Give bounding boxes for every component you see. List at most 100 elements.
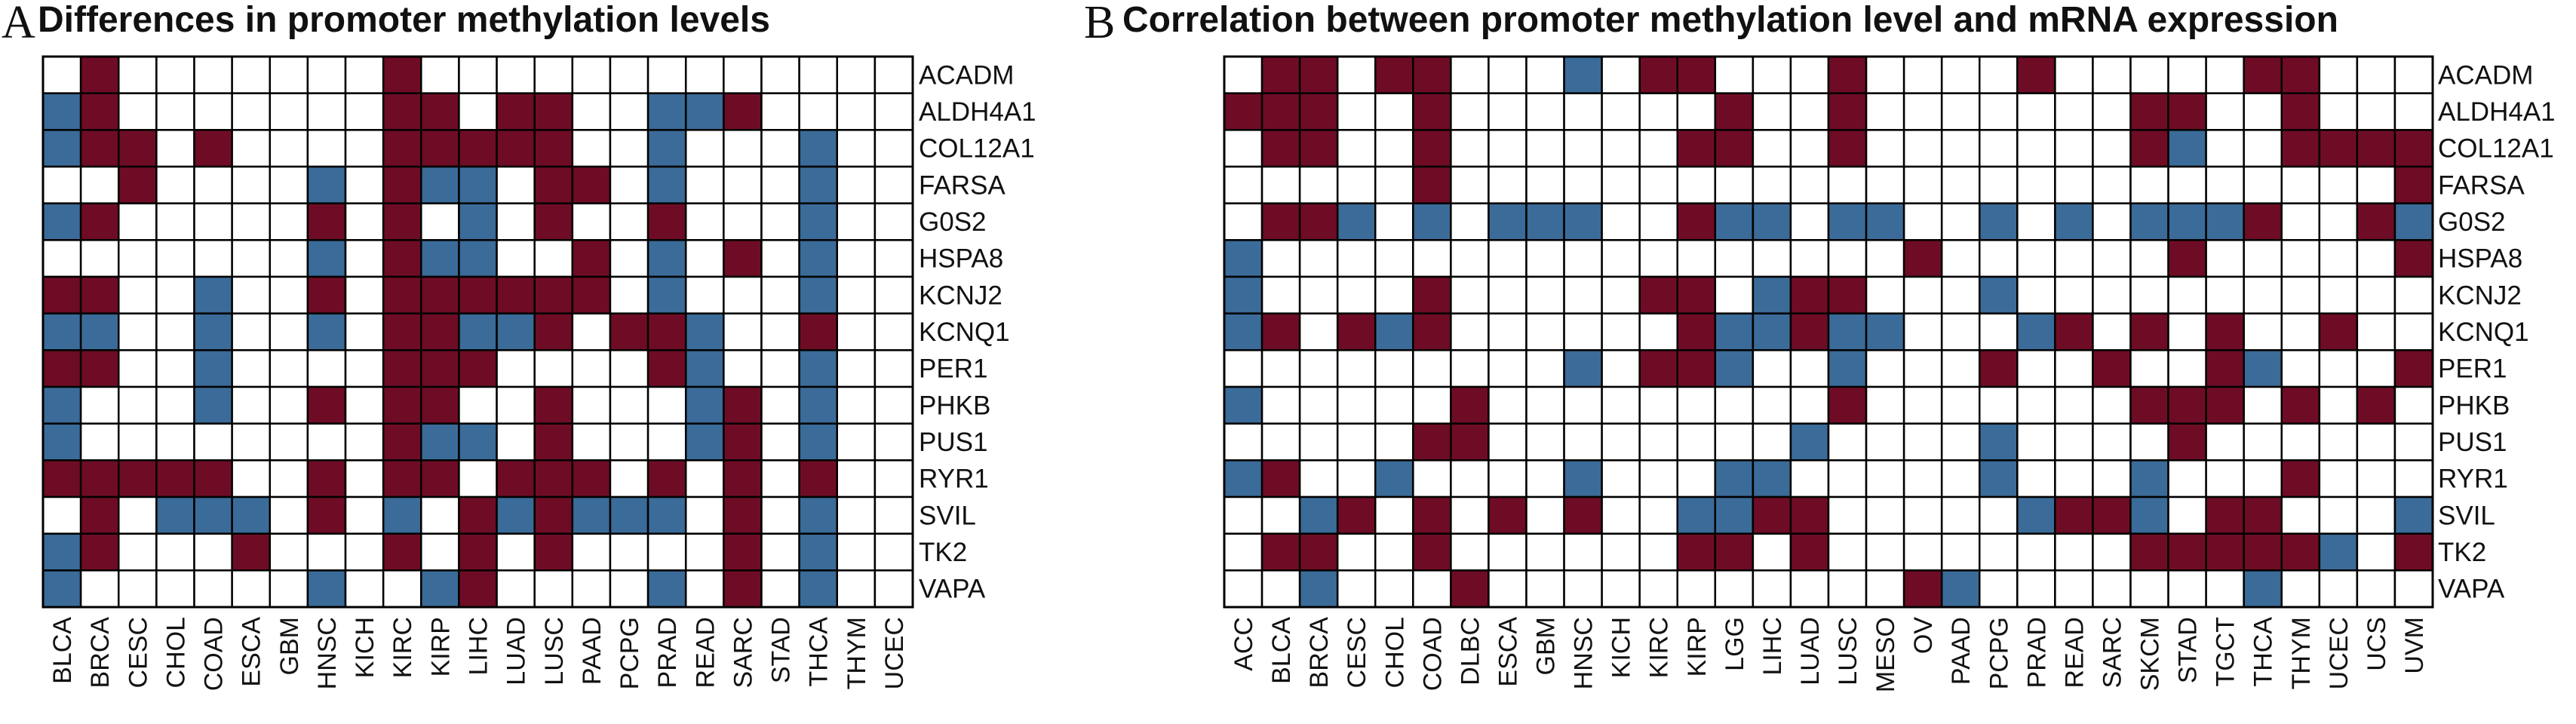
panel-b-cell-FARSA-ESCA bbox=[1488, 165, 1527, 204]
panel-a-row-label-VAPA: VAPA bbox=[919, 575, 986, 604]
panel-b-cell-KCNJ2-UVM bbox=[2393, 275, 2434, 314]
panel-b-cell-VAPA-CHOL bbox=[1374, 569, 1414, 609]
panel-b-cell-FARSA-LUSC bbox=[1827, 165, 1868, 204]
panel-a-cell-G0S2-THCA bbox=[798, 202, 838, 241]
panel-a-cell-SVIL-PRAD bbox=[646, 495, 687, 535]
panel-a-row-label-KCNQ1: KCNQ1 bbox=[919, 318, 1010, 347]
panel-b-cell-VAPA-THCA bbox=[2243, 569, 2283, 609]
panel-b-cell-KCNQ1-ESCA bbox=[1488, 312, 1527, 351]
panel-b-cell-PHKB-PCPG bbox=[1979, 385, 2019, 425]
panel-b-cell-COL12A1-CESC bbox=[1336, 129, 1377, 168]
panel-b-cell-HSPA8-KIRP bbox=[1676, 239, 1717, 278]
panel-b-cell-VAPA-LUSC bbox=[1827, 569, 1868, 609]
panel-b-cell-VAPA-UVM bbox=[2393, 569, 2434, 609]
panel-b-cell-ACADM-BRCA bbox=[1298, 55, 1339, 94]
panel-b-cell-TK2-KICH bbox=[1601, 532, 1641, 572]
panel-a-cell-FARSA-READ bbox=[684, 165, 725, 204]
panel-a-cell-KCNJ2-PRAD bbox=[646, 275, 687, 314]
panel-b-cell-KCNJ2-LIHC bbox=[1752, 275, 1792, 314]
panel-a-cell-VAPA-KIRC bbox=[382, 569, 422, 609]
panel-a-cell-KCNJ2-CESC bbox=[118, 275, 158, 314]
panel-b-cell-KCNQ1-COAD bbox=[1412, 312, 1452, 351]
panel-a-letter: A bbox=[2, 0, 35, 48]
panel-b-row-label-HSPA8: HSPA8 bbox=[2438, 244, 2522, 274]
panel-b-cell-ACADM-PAAD bbox=[1940, 55, 1981, 94]
panel-a-cell-PER1-KIRC bbox=[382, 349, 422, 388]
panel-b-cell-G0S2-PRAD bbox=[2016, 202, 2056, 241]
panel-b-cell-KCNJ2-THCA bbox=[2243, 275, 2283, 314]
panel-b-cell-ACADM-UCS bbox=[2356, 55, 2396, 94]
panel-a-cell-G0S2-HNSC bbox=[306, 202, 347, 241]
panel-a-cell-KCNJ2-PAAD bbox=[571, 275, 612, 314]
panel-a-cell-ACADM-CESC bbox=[118, 55, 158, 94]
panel-b-cell-HSPA8-KIRC bbox=[1638, 239, 1678, 278]
panel-a-cell-ALDH4A1-THCA bbox=[798, 92, 838, 131]
panel-a-cell-SVIL-HNSC bbox=[306, 495, 347, 535]
panel-b-cell-KCNQ1-PAAD bbox=[1940, 312, 1981, 351]
panel-a-cell-FARSA-BLCA bbox=[41, 165, 82, 204]
panel-b-cell-TK2-LIHC bbox=[1752, 532, 1792, 572]
panel-b-cell-HSPA8-COAD bbox=[1412, 239, 1452, 278]
panel-a-cell-ACADM-GBM bbox=[269, 55, 309, 94]
panel-a-cell-PHKB-KIRC bbox=[382, 385, 422, 425]
panel-b-cell-TK2-GBM bbox=[1525, 532, 1565, 572]
panel-b-cell-KCNQ1-THCA bbox=[2243, 312, 2283, 351]
panel-b-cell-ACADM-LUAD bbox=[1789, 55, 1830, 94]
panel-a-cell-FARSA-KIRP bbox=[420, 165, 460, 204]
panel-b-col-label-DLBC: DLBC bbox=[1456, 617, 1485, 686]
panel-b-cell-FARSA-BRCA bbox=[1298, 165, 1339, 204]
panel-a-cell-COL12A1-PAAD bbox=[571, 129, 612, 168]
panel-b-cell-PUS1-KIRC bbox=[1638, 422, 1678, 462]
panel-b-cell-VAPA-MESO bbox=[1865, 569, 1905, 609]
panel-b-cell-PHKB-TGCT bbox=[2205, 385, 2245, 425]
panel-a-cell-VAPA-KICH bbox=[344, 569, 385, 609]
panel-a-cell-SVIL-CHOL bbox=[155, 495, 195, 535]
panel-b-cell-KCNQ1-KIRC bbox=[1638, 312, 1678, 351]
panel-b-cell-KCNJ2-KIRP bbox=[1676, 275, 1717, 314]
panel-b-cell-FARSA-DLBC bbox=[1450, 165, 1490, 204]
panel-a-cell-FARSA-CHOL bbox=[155, 165, 195, 204]
panel-a-cell-PHKB-PRAD bbox=[646, 385, 687, 425]
panel-b-cell-ALDH4A1-UVM bbox=[2393, 92, 2434, 131]
panel-a-cell-PUS1-KICH bbox=[344, 422, 385, 462]
panel-b-cell-TK2-TGCT bbox=[2205, 532, 2245, 572]
panel-a-cell-PUS1-UCEC bbox=[874, 422, 914, 462]
panel-a-cell-VAPA-UCEC bbox=[874, 569, 914, 609]
panel-b-cell-PER1-LGG bbox=[1714, 349, 1755, 388]
panel-a-cell-SVIL-PAAD bbox=[571, 495, 612, 535]
panel-a-cell-PHKB-GBM bbox=[269, 385, 309, 425]
panel-b-cell-KCNJ2-BRCA bbox=[1298, 275, 1339, 314]
panel-b-cell-HSPA8-GBM bbox=[1525, 239, 1565, 278]
panel-b-row-label-VAPA: VAPA bbox=[2438, 575, 2505, 604]
panel-b-cell-SVIL-BLCA bbox=[1260, 495, 1301, 535]
panel-a-cell-KCNJ2-ESCA bbox=[231, 275, 272, 314]
panel-a-cell-COL12A1-BRCA bbox=[79, 129, 120, 168]
panel-b-cell-HSPA8-ESCA bbox=[1488, 239, 1527, 278]
panel-b-cell-FARSA-LGG bbox=[1714, 165, 1755, 204]
panel-b-cell-FARSA-KICH bbox=[1601, 165, 1641, 204]
panel-b-cell-FARSA-TGCT bbox=[2205, 165, 2245, 204]
panel-a-cell-VAPA-COAD bbox=[193, 569, 233, 609]
panel-a-cell-RYR1-KICH bbox=[344, 459, 385, 499]
panel-a-cell-PER1-LUSC bbox=[533, 349, 574, 388]
panel-b-cell-PHKB-UCEC bbox=[2318, 385, 2359, 425]
panel-b-cell-PHKB-LGG bbox=[1714, 385, 1755, 425]
panel-a-cell-ACADM-KICH bbox=[344, 55, 385, 94]
panel-a-cell-FARSA-PRAD bbox=[646, 165, 687, 204]
panel-b-cell-TK2-KIRC bbox=[1638, 532, 1678, 572]
panel-a-cell-ALDH4A1-LUSC bbox=[533, 92, 574, 131]
panel-a-cell-VAPA-ESCA bbox=[231, 569, 272, 609]
panel-b-cell-ALDH4A1-GBM bbox=[1525, 92, 1565, 131]
panel-a-cell-VAPA-THCA bbox=[798, 569, 838, 609]
panel-b-cell-PHKB-THCA bbox=[2243, 385, 2283, 425]
panel-a-cell-TK2-KIRP bbox=[420, 532, 460, 572]
panel-b-cell-PER1-BLCA bbox=[1260, 349, 1301, 388]
panel-b-cell-TK2-DLBC bbox=[1450, 532, 1490, 572]
panel-b-cell-G0S2-CESC bbox=[1336, 202, 1377, 241]
panel-a-cell-G0S2-KIRP bbox=[420, 202, 460, 241]
panel-a-col-label-KIRC: KIRC bbox=[388, 617, 417, 678]
panel-a-cell-RYR1-BRCA bbox=[79, 459, 120, 499]
panel-b-cell-HSPA8-PRAD bbox=[2016, 239, 2056, 278]
panel-b-cell-COL12A1-BRCA bbox=[1298, 129, 1339, 168]
panel-b-cell-KCNJ2-UCS bbox=[2356, 275, 2396, 314]
